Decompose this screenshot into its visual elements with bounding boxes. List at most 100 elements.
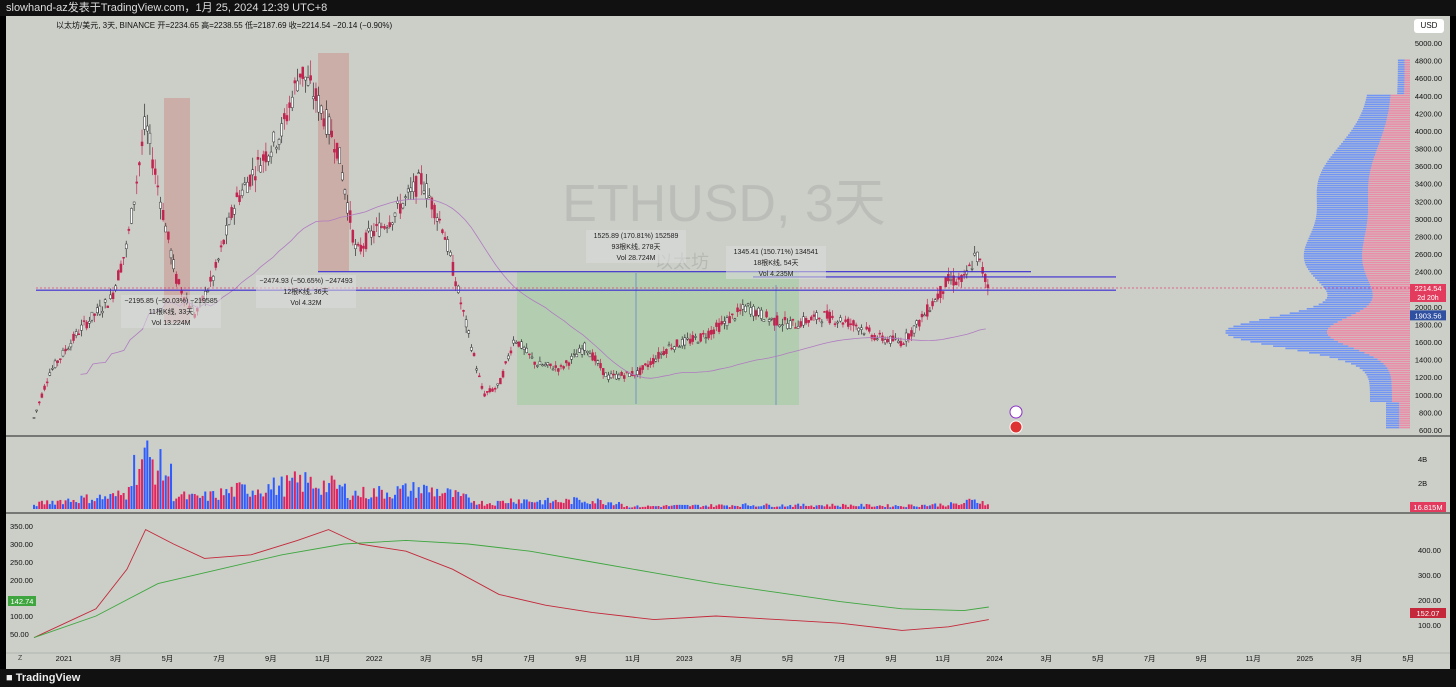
volume-bar [291,477,294,509]
candle-body [348,210,352,223]
volume-bar [375,496,378,509]
time-tick-label: 5月 [782,654,794,663]
volume-bar [665,505,668,509]
profile-bar-down [1366,305,1410,308]
profile-bar-up [1364,371,1390,374]
profile-bar-down [1384,127,1410,130]
price-tick-label: 800.00 [1419,408,1442,417]
volume-bar [955,503,958,509]
profile-bar-down [1370,283,1410,286]
candle-body [878,332,882,335]
profile-bar-down [1391,389,1410,391]
candle-body [327,116,331,135]
volume-bar [90,499,93,509]
candle-body [433,204,436,219]
volume-bar [204,491,207,509]
profile-bar-up [1312,228,1367,231]
volume-bar [436,488,439,509]
price-tick-label: 4800.00 [1415,57,1442,66]
zoom-button[interactable]: Z [18,655,23,662]
volume-bar [72,499,75,509]
profile-bar-up [1327,294,1373,297]
candle-body [757,307,760,316]
profile-bar-up [1303,253,1363,255]
tradingview-logo[interactable]: ■ TradingView [6,672,81,684]
candle-body [886,338,889,343]
candle-body [899,341,903,347]
volume-bar [64,500,67,509]
profile-bar-down [1372,294,1410,297]
candle-body [746,303,750,306]
candle-body [122,257,125,259]
candle-body [343,189,347,195]
candle-body [441,229,444,233]
profile-bar-up [1351,362,1384,365]
candle-body [541,364,544,367]
profile-bar-down [1399,402,1410,405]
indicator-green-line [33,539,989,639]
volume-bar [362,486,365,509]
volume-bar [354,490,357,509]
profile-bar-up [1360,114,1388,117]
profile-bar-down [1391,395,1410,398]
candle-body [464,319,468,328]
candle-body [580,348,584,355]
candle-body [269,151,273,158]
measurement-box [586,230,686,263]
profile-bar-up [1317,279,1369,282]
candle-body [833,323,837,325]
candle-body [578,347,581,353]
volume-bar [973,499,976,509]
volume-bar [884,507,887,509]
volume-bar [949,502,952,509]
chart-svg[interactable]: ETHUSD, 3天以太坊−2195.85 (−50.03%) −2195851… [6,16,1450,669]
volume-bar [325,492,328,509]
volume-bar [262,496,265,509]
candle-body [412,181,415,192]
profile-bar-up [1369,387,1392,389]
profile-bar-up [1319,281,1370,284]
candle-body [456,285,460,293]
volume-bar [430,487,433,509]
volume-bar [660,507,663,509]
candle-body [638,367,642,375]
candle-body [272,131,276,143]
candle-body [538,361,542,365]
indicator-left-value: 142.74 [11,597,34,606]
profile-bar-up [1305,244,1364,246]
volume-bar [170,463,173,509]
chart-area[interactable]: ETHUSD, 3天以太坊−2195.85 (−50.03%) −2195851… [6,16,1450,669]
volume-bar [412,482,415,509]
profile-bar-down [1368,191,1410,194]
profile-bar-up [1316,193,1369,196]
volume-bar [491,505,494,509]
volume-bar [942,505,945,509]
volume-bar [328,483,331,509]
candle-body [496,383,500,386]
candle-body [741,304,745,310]
profile-bar-up [1250,340,1339,343]
volume-bar [383,498,386,509]
volume-bar [238,482,241,509]
volume-bar [151,459,154,509]
candle-body [907,333,911,340]
volume-bar [67,498,70,509]
profile-bar-up [1385,406,1400,409]
candle-body [860,327,863,330]
profile-bar-down [1369,173,1410,176]
currency-button[interactable]: USD [1414,19,1444,33]
profile-bar-down [1404,61,1410,64]
price-tick-label: 5000.00 [1415,39,1442,48]
candle-body [628,373,631,377]
volume-bar [486,504,489,509]
volume-bar [720,504,723,509]
profile-bar-up [1368,378,1392,380]
volume-bar [965,499,968,509]
profile-bar-up [1316,206,1369,209]
profile-bar-up [1329,356,1374,358]
candle-body [601,368,605,375]
measurement-change: −2195.85 (−50.03%) −219585 [124,298,217,305]
candle-body [812,314,816,317]
candle-body [172,259,175,270]
profile-bar-up [1328,158,1374,161]
